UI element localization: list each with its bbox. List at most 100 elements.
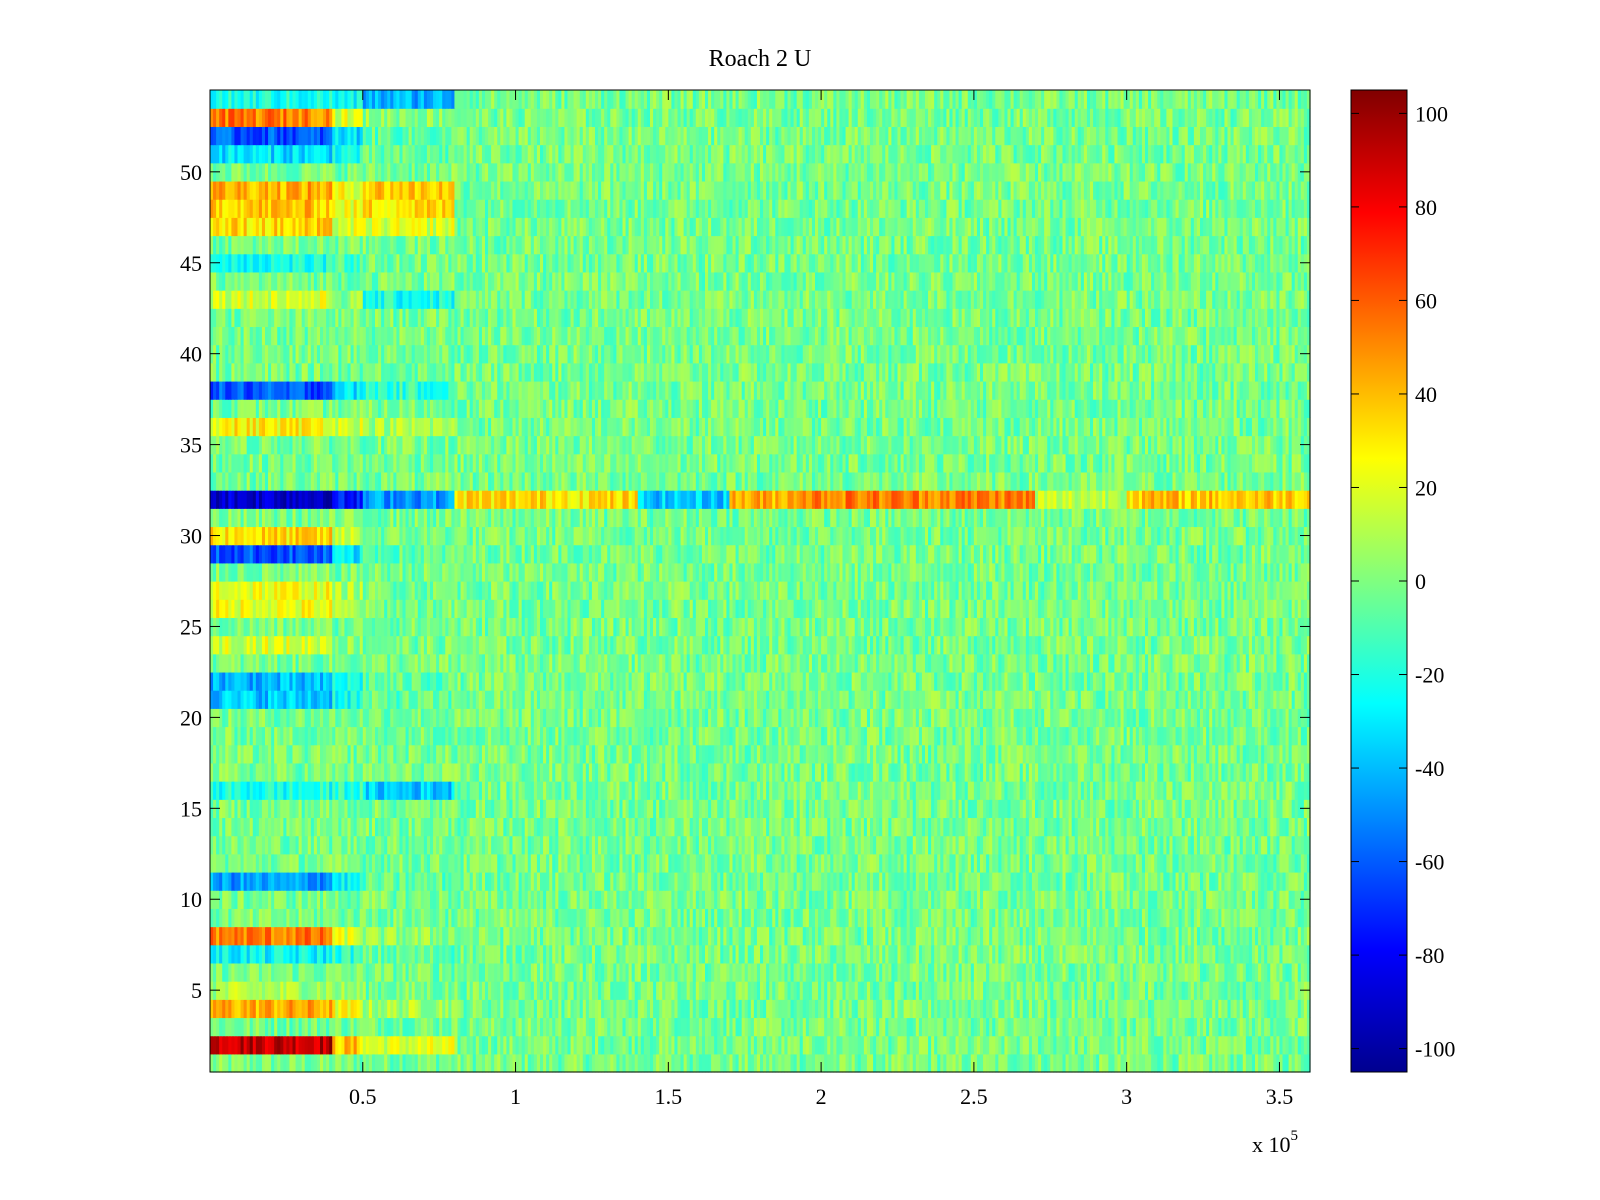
heatmap-cell bbox=[1062, 1053, 1067, 1073]
heatmap-cell bbox=[915, 1053, 920, 1073]
heatmap-cell bbox=[595, 1035, 599, 1055]
heatmap-cell bbox=[350, 1035, 355, 1055]
heatmap-cell bbox=[701, 1017, 706, 1037]
heatmap-cell bbox=[668, 1053, 672, 1073]
heatmap-cell bbox=[619, 1053, 624, 1073]
heatmap-cell bbox=[616, 1035, 621, 1055]
heatmap-cell bbox=[1044, 1053, 1048, 1073]
heatmap-cell bbox=[625, 1017, 630, 1037]
heatmap-cell bbox=[265, 1035, 269, 1055]
heatmap-cell bbox=[909, 1035, 914, 1055]
heatmap-cell bbox=[1267, 1035, 1271, 1055]
heatmap-cell bbox=[280, 1035, 284, 1055]
heatmap-cell bbox=[967, 1035, 972, 1055]
heatmap-cell bbox=[1261, 1035, 1265, 1055]
heatmap-cell bbox=[420, 1053, 425, 1073]
heatmap-cell bbox=[573, 1053, 578, 1073]
heatmap-cell bbox=[472, 1017, 477, 1037]
heatmap-cell bbox=[631, 1017, 636, 1037]
heatmap-cell bbox=[891, 1053, 896, 1073]
heatmap-cell bbox=[1117, 1053, 1122, 1073]
heatmap-cell bbox=[469, 1017, 474, 1037]
heatmap-cell bbox=[772, 1035, 776, 1055]
heatmap-cell bbox=[1047, 1035, 1051, 1055]
heatmap-cell bbox=[1071, 1035, 1076, 1055]
heatmap-cell bbox=[277, 1035, 281, 1055]
heatmap-cell bbox=[665, 1017, 669, 1037]
heatmap-cell bbox=[601, 1053, 605, 1073]
heatmap-cell bbox=[634, 1017, 639, 1037]
heatmap-cell bbox=[842, 1053, 847, 1073]
heatmap-cell bbox=[1031, 1035, 1036, 1055]
heatmap-cell bbox=[1053, 1035, 1057, 1055]
heatmap-cell bbox=[665, 1053, 669, 1073]
heatmap-cell bbox=[811, 1035, 816, 1055]
heatmap-cell bbox=[252, 1053, 257, 1073]
heatmap-cell bbox=[439, 1053, 443, 1073]
heatmap-cell bbox=[808, 1017, 813, 1037]
heatmap-cell bbox=[595, 1053, 599, 1073]
heatmap-cell bbox=[619, 1035, 624, 1055]
heatmap-cell bbox=[271, 1017, 275, 1037]
heatmap-cell bbox=[1203, 1053, 1207, 1073]
heatmap-cell bbox=[347, 1017, 352, 1037]
heatmap-cell bbox=[1126, 1035, 1131, 1055]
heatmap-cell bbox=[280, 1017, 284, 1037]
heatmap-cell bbox=[894, 1035, 899, 1055]
heatmap-cell bbox=[518, 1017, 523, 1037]
heatmap-cell bbox=[955, 1035, 960, 1055]
heatmap-cell bbox=[1038, 1053, 1042, 1073]
heatmap-cell bbox=[646, 1017, 651, 1037]
heatmap-cell bbox=[246, 1035, 251, 1055]
heatmap-cell bbox=[784, 1053, 789, 1073]
heatmap-cell bbox=[362, 1035, 367, 1055]
heatmap-cell bbox=[506, 1017, 511, 1037]
heatmap-cell bbox=[457, 1017, 462, 1037]
heatmap-cell bbox=[426, 1035, 431, 1055]
heatmap-cell bbox=[1083, 1035, 1088, 1055]
heatmap-cell bbox=[1264, 1053, 1268, 1073]
heatmap-cell bbox=[420, 1017, 425, 1037]
heatmap-cell bbox=[708, 1053, 712, 1073]
heatmap-cell bbox=[756, 1017, 761, 1037]
heatmap-cell bbox=[1114, 1035, 1119, 1055]
heatmap-cell bbox=[885, 1017, 889, 1037]
heatmap-cell bbox=[1126, 1053, 1131, 1073]
heatmap-cell bbox=[830, 1035, 834, 1055]
heatmap-cell bbox=[824, 1017, 828, 1037]
heatmap-cell bbox=[481, 1035, 486, 1055]
heatmap-cell bbox=[903, 1017, 908, 1037]
heatmap-cell bbox=[741, 1017, 746, 1037]
heatmap-cell bbox=[607, 1035, 611, 1055]
heatmap-cell bbox=[1306, 1053, 1311, 1073]
heatmap-cell bbox=[854, 1035, 859, 1055]
heatmap-cell bbox=[210, 1017, 214, 1037]
heatmap-cell bbox=[1010, 1053, 1015, 1073]
heatmap-cell bbox=[1074, 1053, 1079, 1073]
heatmap-cell bbox=[591, 1035, 596, 1055]
heatmap-cell bbox=[500, 1035, 504, 1055]
heatmap-cell bbox=[460, 1035, 465, 1055]
heatmap-cell bbox=[1111, 1053, 1116, 1073]
heatmap-cell bbox=[478, 1035, 483, 1055]
heatmap-cell bbox=[760, 1035, 764, 1055]
heatmap-cell bbox=[1178, 1035, 1183, 1055]
heatmap-cell bbox=[289, 1035, 294, 1055]
heatmap-cell bbox=[1203, 1035, 1207, 1055]
heatmap-cell bbox=[653, 1053, 657, 1073]
heatmap-cell bbox=[216, 1053, 220, 1073]
heatmap-cell bbox=[1288, 1053, 1293, 1073]
heatmap-cell bbox=[631, 1053, 636, 1073]
heatmap-cell bbox=[738, 1035, 743, 1055]
heatmap-cell bbox=[463, 1017, 468, 1037]
heatmap-cell bbox=[937, 1053, 941, 1073]
heatmap-cell bbox=[307, 1053, 312, 1073]
heatmap-cell bbox=[393, 1053, 397, 1073]
heatmap-cell bbox=[249, 1053, 254, 1073]
heatmap-cell bbox=[451, 1017, 456, 1037]
heatmap-cell bbox=[454, 1035, 459, 1055]
heatmap-cell bbox=[735, 1035, 740, 1055]
heatmap-cell bbox=[289, 1053, 294, 1073]
heatmap-cell bbox=[543, 1035, 547, 1055]
heatmap-cell bbox=[897, 1017, 902, 1037]
